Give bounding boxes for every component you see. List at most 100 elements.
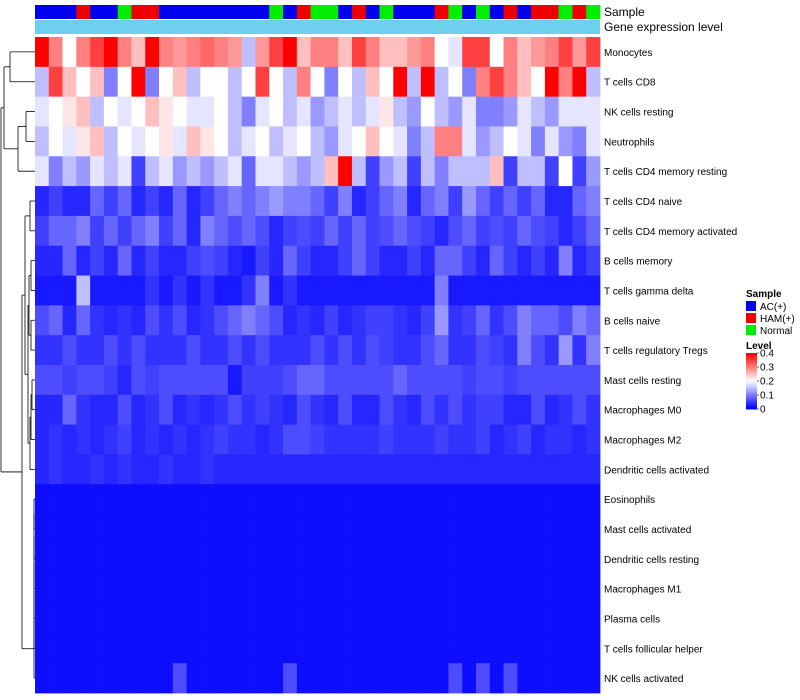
heatmap-cell [255,275,270,306]
heatmap-cell [448,66,463,98]
heatmap-cell [310,335,325,366]
heatmap-cell [517,335,532,366]
heatmap-cell [558,603,573,634]
heatmap-cell [558,156,573,187]
heatmap-cell [255,454,270,485]
heatmap-cell [159,633,174,664]
heatmap-cell [434,454,449,485]
heatmap-cell [338,543,353,575]
gene-expression-bar [35,20,600,34]
heatmap-cell [255,186,270,217]
heatmap-cell [475,365,491,396]
heatmap-cell [462,365,477,396]
heatmap-cell [269,186,284,217]
heatmap-cell [379,394,394,426]
heatmap-cell [214,96,229,127]
heatmap-cell [241,424,256,455]
heatmap-cell [324,514,339,545]
heatmap-cell [283,573,298,604]
heatmap-cell [448,603,463,634]
sample-annotation-cell [420,5,436,19]
heatmap-cell [76,66,91,98]
heatmap-cell [186,305,201,336]
heatmap-cell [227,66,243,98]
heatmap-cell [558,186,573,217]
heatmap-cell [145,156,160,187]
heatmap-cell [558,573,573,604]
heatmap-cell [572,514,587,545]
heatmap-cell [103,484,119,515]
heatmap-cell [62,543,77,575]
heatmap-cell [145,96,160,127]
colorbar-segment [746,390,757,393]
heatmap-cell [76,126,91,157]
heatmap-cell [103,215,119,247]
heatmap-cell [103,543,119,575]
heatmap-cell [517,186,532,217]
heatmap-cell [517,633,532,664]
heatmap-cell [103,96,119,127]
heatmap-cell [407,514,422,545]
heatmap-cell [420,275,436,306]
heatmap-cell [131,603,146,634]
heatmap-cell [544,543,560,575]
heatmap-cell [475,37,491,68]
heatmap-cell [365,186,380,217]
heatmap-cell [351,215,367,247]
heatmap-cell [434,96,449,127]
heatmap-cell [448,424,463,455]
heatmap-cell [338,66,353,98]
heatmap-cell [379,454,394,485]
colorbar-segment [746,372,757,375]
heatmap-cell [269,514,284,545]
heatmap-cell [572,305,587,336]
heatmap-cell [76,245,91,276]
heatmap-cell [310,305,325,336]
heatmap-cell [145,245,160,276]
colorbar-segment [746,385,757,388]
heatmap-cell [393,186,408,217]
heatmap-cell [517,275,532,306]
heatmap-cell [90,543,105,575]
heatmap-cell [35,514,50,545]
heatmap-cell [76,663,91,694]
heatmap-cell [283,37,298,68]
heatmap-cell [489,543,504,575]
heatmap-cell [283,484,298,515]
heatmap-cell [434,335,449,366]
heatmap-cell [489,186,504,217]
heatmap-cell [586,156,601,187]
heatmap-cell [586,663,601,694]
heatmap-cell [489,514,504,545]
heatmap-cell [241,215,256,247]
heatmap-cell [503,543,518,575]
heatmap-cell [310,454,325,485]
heatmap-cell [131,215,146,247]
heatmap-cell [172,484,187,515]
heatmap-cell [283,156,298,187]
heatmap-cell [572,633,587,664]
heatmap-cell [503,126,518,157]
heatmap-grid [35,37,601,694]
heatmap-cell [200,365,215,396]
heatmap-cell [544,663,560,694]
heatmap-cell [241,603,256,634]
heatmap-cell [90,394,105,426]
heatmap-cell [517,394,532,426]
heatmap-cell [407,633,422,664]
heatmap-cell [531,454,546,485]
heatmap-cell [172,663,187,694]
heatmap-cell [214,186,229,217]
heatmap-cell [351,245,367,276]
heatmap-cell [62,245,77,276]
heatmap-cell [475,514,491,545]
heatmap-cell [531,156,546,187]
heatmap-cell [269,275,284,306]
colorbar-segment [746,392,757,395]
heatmap-cell [255,663,270,694]
heatmap-cell [172,603,187,634]
heatmap-cell [214,215,229,247]
heatmap-cell [131,186,146,217]
heatmap-cell [365,663,380,694]
heatmap-cell [159,394,174,426]
